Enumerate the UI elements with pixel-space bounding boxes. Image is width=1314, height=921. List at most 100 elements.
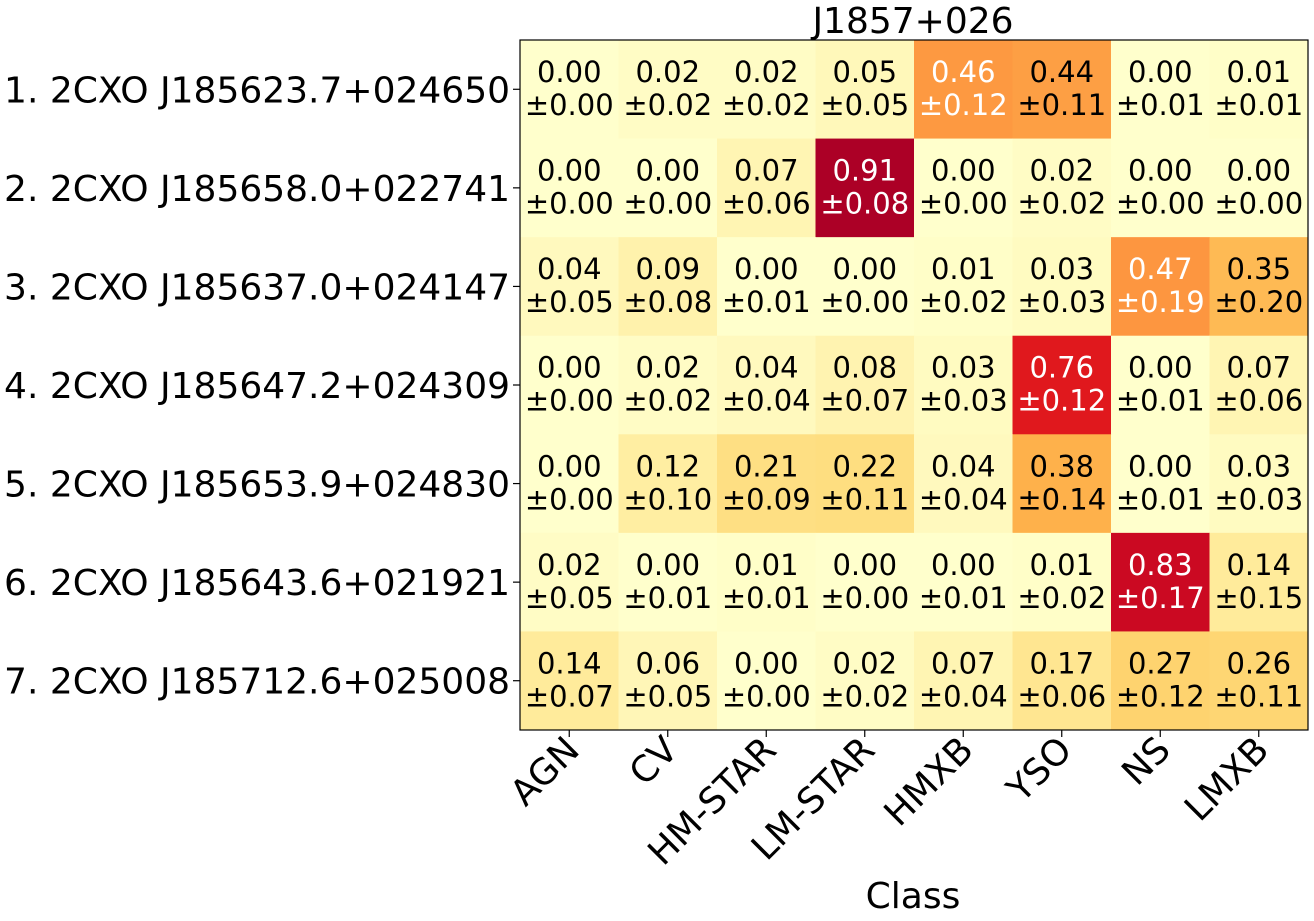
heatmap-cell	[717, 335, 816, 435]
heatmap-cell	[914, 40, 1013, 139]
y-tick-label: 1. 2CXO J185623.7+024650	[4, 70, 510, 111]
cell-error-label: ±0.02	[1017, 187, 1106, 221]
cell-value-label: 0.04	[931, 449, 996, 483]
cell-error-label: ±0.00	[820, 581, 909, 615]
cell-value-label: 0.06	[635, 646, 700, 680]
heatmap-cell	[815, 434, 915, 534]
heatmap-cell	[1012, 138, 1112, 238]
heatmap-cell	[815, 237, 915, 337]
cell-value-label: 0.00	[635, 548, 700, 582]
cell-value-label: 0.17	[1029, 646, 1094, 680]
cell-value-label: 0.00	[1128, 449, 1193, 483]
cell-error-label: ±0.11	[1017, 88, 1106, 122]
heatmap-cell	[618, 631, 718, 731]
heatmap-cell	[717, 532, 816, 632]
heatmap-cell	[815, 532, 915, 632]
cell-value-label: 0.00	[734, 252, 799, 286]
cell-value-label: 0.05	[832, 55, 897, 89]
cell-error-label: ±0.01	[1116, 88, 1205, 122]
y-tick-label: 3. 2CXO J185637.0+024147	[4, 267, 510, 308]
cell-error-label: ±0.07	[525, 679, 614, 713]
heatmap-cell	[618, 434, 718, 534]
x-tick-label: YSO	[999, 729, 1080, 810]
cell-error-label: ±0.00	[820, 285, 909, 319]
cell-error-label: ±0.08	[623, 285, 712, 319]
cell-value-label: 0.02	[832, 646, 897, 680]
cell-error-label: ±0.17	[1116, 581, 1205, 615]
cell-error-label: ±0.14	[1017, 482, 1106, 516]
cell-error-label: ±0.00	[525, 482, 614, 516]
cell-error-label: ±0.06	[1017, 679, 1106, 713]
heatmap-cell	[1111, 237, 1210, 337]
cell-value-label: 0.00	[537, 154, 602, 188]
cell-value-label: 0.00	[1128, 55, 1193, 89]
heatmap-cell	[914, 237, 1013, 337]
cell-value-label: 0.38	[1029, 449, 1094, 483]
heatmap-cell	[1209, 40, 1309, 139]
cell-error-label: ±0.00	[722, 679, 811, 713]
cell-value-label: 0.02	[635, 55, 700, 89]
cell-value-label: 0.22	[832, 449, 897, 483]
cell-value-label: 0.02	[635, 351, 700, 385]
cell-error-label: ±0.00	[623, 187, 712, 221]
cell-value-label: 0.07	[734, 154, 799, 188]
heatmap-cell	[520, 335, 619, 435]
cell-error-label: ±0.03	[1017, 285, 1106, 319]
y-tick-label: 4. 2CXO J185647.2+024309	[4, 366, 510, 407]
cell-value-label: 0.00	[734, 646, 799, 680]
cell-error-label: ±0.19	[1116, 285, 1205, 319]
heatmap-cell	[1209, 532, 1309, 632]
cell-value-label: 0.00	[931, 154, 996, 188]
cell-error-label: ±0.15	[1214, 581, 1303, 615]
cell-error-label: ±0.12	[1017, 384, 1106, 418]
heatmap-cell	[815, 335, 915, 435]
cell-error-label: ±0.00	[1116, 187, 1205, 221]
cell-value-label: 0.46	[931, 55, 996, 89]
cell-error-label: ±0.01	[722, 285, 811, 319]
heatmap-cell	[520, 532, 619, 632]
cell-error-label: ±0.00	[525, 384, 614, 418]
y-tick-label: 2. 2CXO J185658.0+022741	[4, 169, 510, 210]
cell-value-label: 0.09	[635, 252, 700, 286]
cell-error-label: ±0.04	[919, 679, 1008, 713]
x-tick-label: NS	[1114, 729, 1178, 793]
y-axis: 1. 2CXO J185623.7+024650 2. 2CXO J185658.…	[4, 70, 520, 703]
heatmap-cell	[914, 631, 1013, 731]
y-tick-label: 7. 2CXO J185712.6+025008	[4, 662, 510, 703]
heatmap-cell	[717, 237, 816, 337]
heatmap-cell	[1012, 532, 1112, 632]
cell-value-label: 0.00	[832, 252, 897, 286]
cell-value-label: 0.00	[1128, 351, 1193, 385]
heatmap-cell	[914, 434, 1013, 534]
heatmap-cell	[815, 40, 915, 139]
heatmap-cell	[520, 237, 619, 337]
heatmap-cell	[1111, 532, 1210, 632]
heatmap-cell	[1012, 40, 1112, 139]
cell-error-label: ±0.00	[525, 187, 614, 221]
heatmap-cell	[618, 138, 718, 238]
cell-value-label: 0.26	[1226, 646, 1291, 680]
cell-value-label: 0.07	[1226, 351, 1291, 385]
cell-value-label: 0.02	[537, 548, 602, 582]
cell-value-label: 0.00	[537, 449, 602, 483]
cell-value-label: 0.02	[734, 55, 799, 89]
heatmap-cell	[1012, 434, 1112, 534]
heatmap-cell	[618, 532, 718, 632]
cell-error-label: ±0.03	[1214, 482, 1303, 516]
heatmap-cell	[1111, 40, 1210, 139]
cell-error-label: ±0.06	[1214, 384, 1303, 418]
x-tick-label: HMXB	[877, 729, 982, 834]
x-tick-label: CV	[622, 729, 686, 793]
cell-error-label: ±0.04	[722, 384, 811, 418]
heatmap-cell	[717, 40, 816, 139]
cell-error-label: ±0.11	[820, 482, 909, 516]
cell-error-label: ±0.04	[919, 482, 1008, 516]
chart-title: J1857+026	[810, 1, 1013, 42]
cell-error-label: ±0.12	[919, 88, 1008, 122]
heatmap-cell	[1111, 434, 1210, 534]
heatmap-cell	[1209, 631, 1309, 731]
heatmap-cell	[1111, 138, 1210, 238]
heatmap-cell	[1209, 138, 1309, 238]
cell-value-label: 0.00	[832, 548, 897, 582]
cell-error-label: ±0.05	[525, 285, 614, 319]
